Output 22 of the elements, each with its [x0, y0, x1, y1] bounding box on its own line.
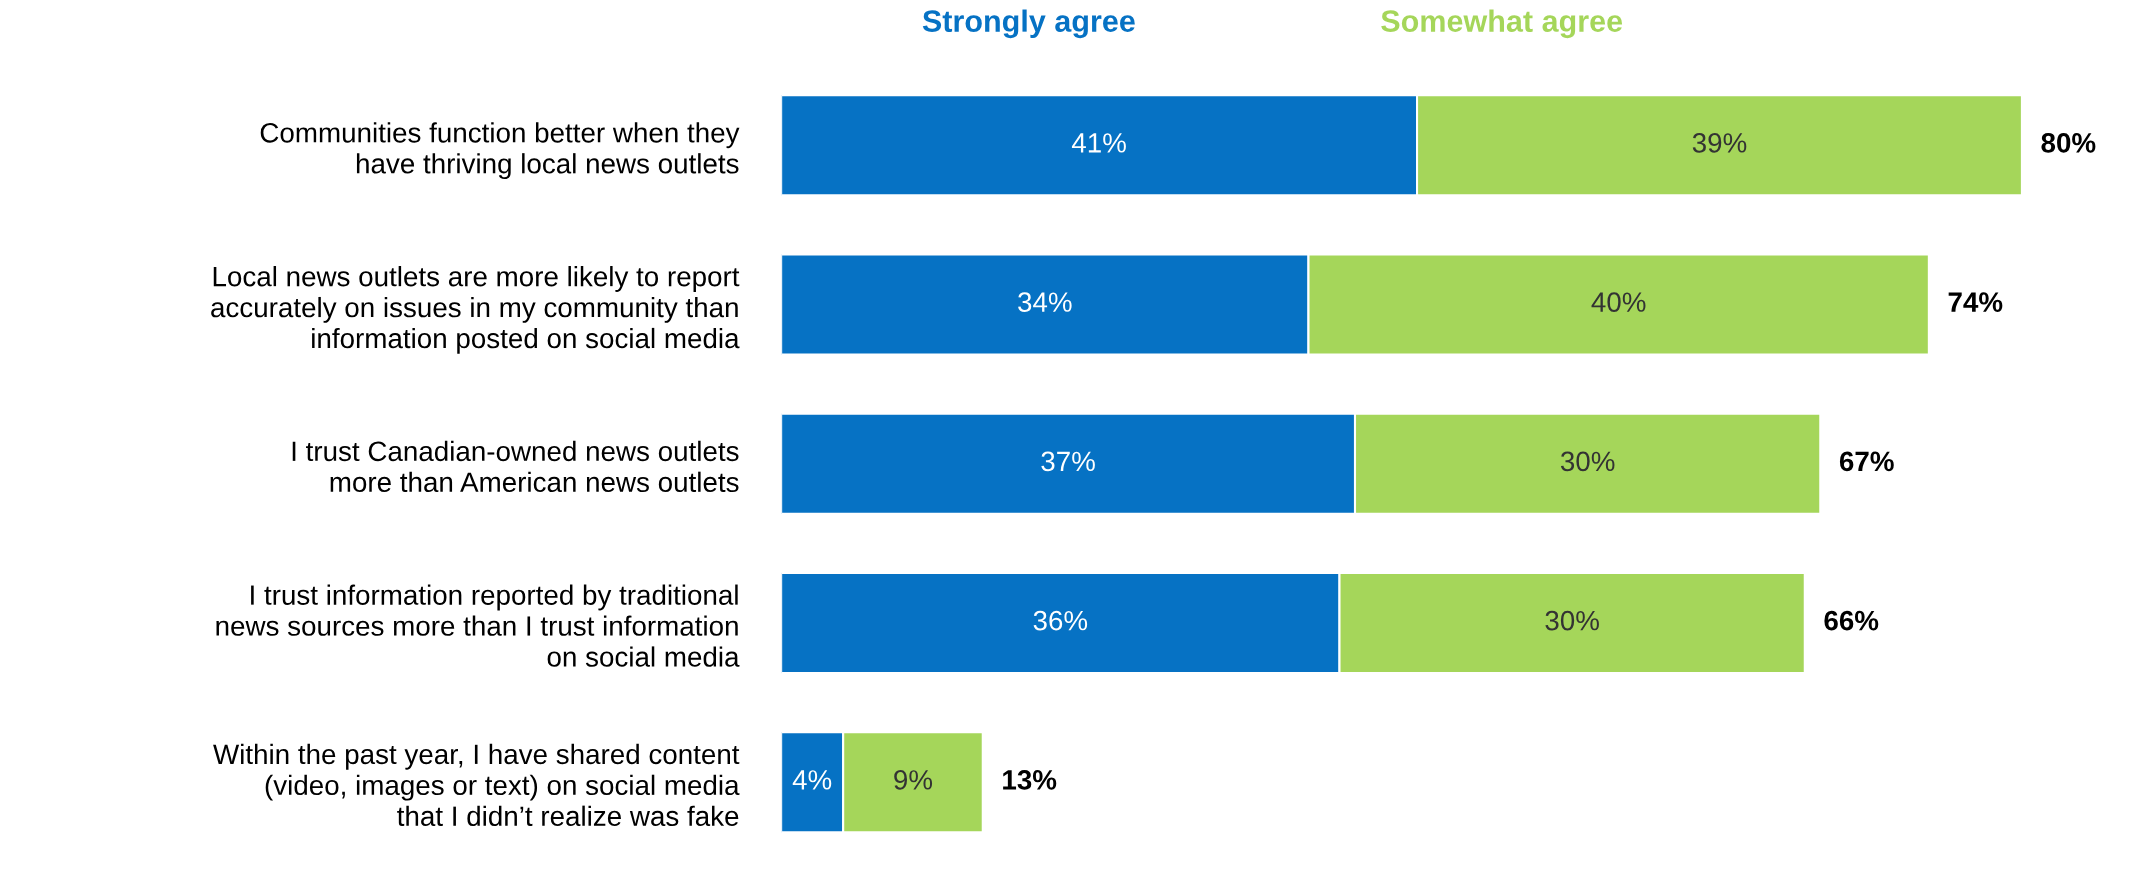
- total-label: 80%: [2041, 133, 2096, 153]
- data-label: 36%: [1033, 610, 1088, 631]
- data-label: 34%: [1018, 292, 1072, 312]
- data-label: 40%: [1591, 292, 1646, 312]
- y-tick-label: Within the past year, I have shared content (video, images or text) on social media that I didn’t realize was fake: [213, 743, 740, 827]
- data-label: 41%: [1071, 133, 1126, 153]
- y-tick-label: I trust Canadian-owned news outlets more than American news outlets: [292, 440, 739, 493]
- y-tick-label: Local news outlets are more likely to report accurately on issues in my community than information posted on social media: [211, 266, 740, 354]
- y-tick-label: Communities function better when they have thriving local news outlets: [260, 122, 740, 180]
- series-label: Somewhat agree: [1381, 9, 1623, 39]
- total-label: 74%: [1948, 292, 2003, 312]
- data-label: 30%: [1545, 610, 1599, 631]
- total-label: 13%: [1003, 770, 1057, 790]
- total-label: 67%: [1839, 451, 1894, 472]
- data-label: 4%: [792, 770, 832, 790]
- data-label: 37%: [1041, 451, 1095, 472]
- total-label: 66%: [1824, 610, 1879, 631]
- data-label: 39%: [1692, 133, 1747, 153]
- series-label: Strongly agree: [922, 9, 1135, 39]
- y-tick-label: I trust information reported by traditional news sources more than I trust information on social media: [216, 584, 740, 667]
- data-label: 9%: [894, 770, 933, 790]
- data-label: 30%: [1560, 451, 1615, 472]
